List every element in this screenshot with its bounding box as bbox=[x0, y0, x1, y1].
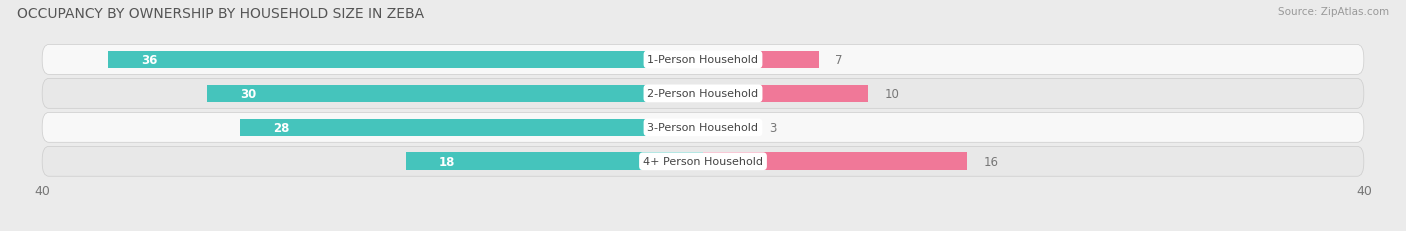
Text: 2-Person Household: 2-Person Household bbox=[647, 89, 759, 99]
Text: 10: 10 bbox=[884, 88, 900, 100]
Text: Source: ZipAtlas.com: Source: ZipAtlas.com bbox=[1278, 7, 1389, 17]
Bar bbox=[207, 85, 703, 103]
Text: 3: 3 bbox=[769, 121, 776, 134]
Text: 4+ Person Household: 4+ Person Household bbox=[643, 157, 763, 167]
Bar bbox=[703, 51, 818, 69]
FancyBboxPatch shape bbox=[42, 45, 1364, 75]
Text: 1-Person Household: 1-Person Household bbox=[648, 55, 758, 65]
Bar bbox=[703, 85, 868, 103]
FancyBboxPatch shape bbox=[42, 147, 1364, 176]
FancyBboxPatch shape bbox=[42, 113, 1364, 143]
Text: 30: 30 bbox=[240, 88, 257, 100]
Text: 16: 16 bbox=[984, 155, 998, 168]
Bar bbox=[240, 119, 703, 137]
Text: 3-Person Household: 3-Person Household bbox=[648, 123, 758, 133]
Text: 36: 36 bbox=[141, 54, 157, 67]
Text: 18: 18 bbox=[439, 155, 456, 168]
Bar bbox=[703, 119, 752, 137]
Bar bbox=[108, 51, 703, 69]
Text: 7: 7 bbox=[835, 54, 842, 67]
Text: 28: 28 bbox=[273, 121, 290, 134]
FancyBboxPatch shape bbox=[42, 79, 1364, 109]
Text: OCCUPANCY BY OWNERSHIP BY HOUSEHOLD SIZE IN ZEBA: OCCUPANCY BY OWNERSHIP BY HOUSEHOLD SIZE… bbox=[17, 7, 425, 21]
Bar bbox=[405, 153, 703, 170]
Bar bbox=[703, 153, 967, 170]
